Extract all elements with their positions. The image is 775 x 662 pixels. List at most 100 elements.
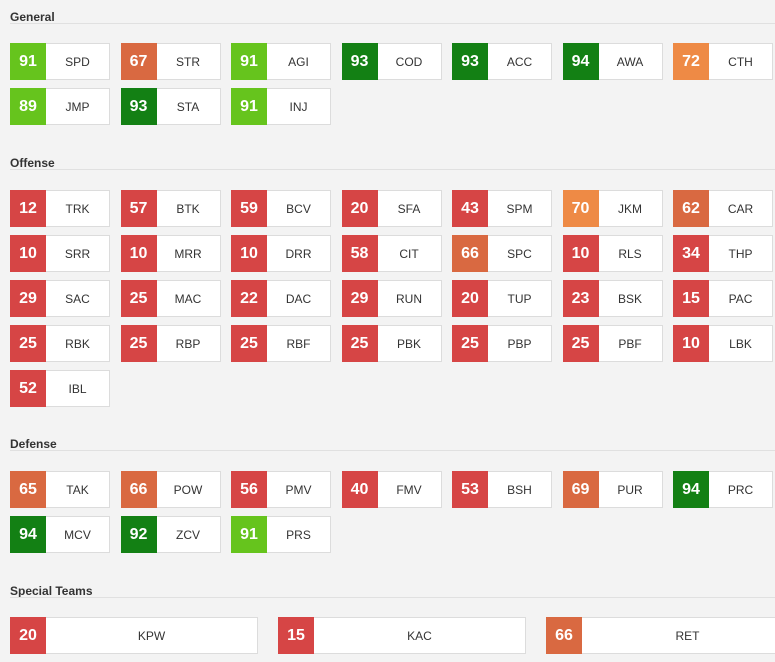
rating-value: 91 bbox=[231, 516, 267, 553]
section-title-general: General bbox=[10, 10, 55, 24]
rating-tile: 12 TRK bbox=[10, 190, 110, 227]
rating-value: 72 bbox=[673, 43, 709, 80]
rating-tile: 10 MRR bbox=[120, 235, 221, 272]
rating-tile: 93 ACC bbox=[452, 43, 552, 80]
rating-label: FMV bbox=[396, 482, 422, 497]
rating-label: PRS bbox=[286, 527, 311, 542]
rating-label: PUR bbox=[617, 482, 643, 497]
rating-value: 15 bbox=[673, 280, 709, 317]
rating-label: CTH bbox=[728, 54, 753, 69]
rating-tile: 93 STA bbox=[120, 88, 221, 125]
rating-tile: 94 AWA bbox=[562, 43, 663, 80]
rating-tile: 25 RBK bbox=[10, 325, 110, 362]
rating-label: RBP bbox=[175, 336, 201, 351]
section-title-offense: Offense bbox=[10, 156, 55, 170]
rating-value: 52 bbox=[10, 370, 46, 407]
rating-label: MCV bbox=[64, 527, 91, 542]
section-divider bbox=[10, 597, 775, 598]
rating-label: BTK bbox=[176, 201, 200, 216]
rating-value: 10 bbox=[231, 235, 267, 272]
rating-tile: 69 PUR bbox=[562, 471, 663, 508]
rating-label: PMV bbox=[285, 482, 312, 497]
rating-value: 56 bbox=[231, 471, 267, 508]
rating-value: 58 bbox=[341, 235, 378, 272]
rating-value: 25 bbox=[10, 325, 46, 362]
rating-label: RLS bbox=[618, 246, 642, 261]
section-divider bbox=[10, 23, 775, 24]
rating-tile: 25 PBP bbox=[452, 325, 552, 362]
rating-tile: 25 PBF bbox=[562, 325, 663, 362]
rating-label: ACC bbox=[506, 54, 533, 69]
rating-value: 20 bbox=[341, 190, 378, 227]
rating-label: MAC bbox=[174, 291, 202, 306]
rating-value: 10 bbox=[10, 235, 46, 272]
rating-value: 66 bbox=[452, 235, 488, 272]
rating-value: 15 bbox=[278, 617, 314, 654]
rating-label: SPC bbox=[507, 246, 532, 261]
rating-tile: 25 PBK bbox=[341, 325, 442, 362]
rating-tile: 72 CTH bbox=[673, 43, 773, 80]
rating-label: LBK bbox=[729, 336, 752, 351]
rating-label: RET bbox=[675, 628, 700, 643]
rating-label: THP bbox=[728, 246, 753, 261]
rating-label: PBP bbox=[507, 336, 532, 351]
rating-tile: 43 SPM bbox=[452, 190, 552, 227]
rating-label: KPW bbox=[137, 628, 166, 643]
rating-label: JMP bbox=[65, 99, 90, 114]
rating-label: CAR bbox=[727, 201, 754, 216]
rating-label: PRC bbox=[727, 482, 754, 497]
rating-tile: 15 PAC bbox=[673, 280, 773, 317]
rating-tile: 91 INJ bbox=[231, 88, 331, 125]
rating-value: 89 bbox=[10, 88, 46, 125]
rating-label: RUN bbox=[396, 291, 422, 306]
section-divider bbox=[10, 169, 775, 170]
rating-label: PBF bbox=[618, 336, 642, 351]
rating-label: JKM bbox=[618, 201, 642, 216]
rating-value: 53 bbox=[452, 471, 488, 508]
rating-tile: 40 FMV bbox=[341, 471, 442, 508]
rating-value: 65 bbox=[10, 471, 46, 508]
rating-label: DRR bbox=[285, 246, 312, 261]
rating-tile: 66 POW bbox=[120, 471, 221, 508]
rating-value: 59 bbox=[231, 190, 267, 227]
rating-label: ZCV bbox=[176, 527, 200, 542]
rating-value: 10 bbox=[562, 235, 599, 272]
rating-value: 67 bbox=[120, 43, 157, 80]
rating-label: COD bbox=[395, 54, 423, 69]
rating-value: 93 bbox=[120, 88, 157, 125]
rating-tile: 34 THP bbox=[673, 235, 773, 272]
rating-value: 69 bbox=[562, 471, 599, 508]
ratings-grid-defense: 65 TAK 66 POW 56 PMV 40 FMV 53 BSH 69 PUR 94 PRC 94 MCV… bbox=[10, 471, 773, 553]
ratings-grid-general: 91 SPD 67 STR 91 AGI 93 COD 93 ACC 94 AWA 72 CTH 89 JMP… bbox=[10, 43, 773, 125]
rating-value: 10 bbox=[673, 325, 709, 362]
rating-label: SPM bbox=[506, 201, 533, 216]
rating-label: AWA bbox=[616, 54, 644, 69]
rating-label: BSH bbox=[507, 482, 532, 497]
rating-tile: 29 SAC bbox=[10, 280, 110, 317]
rating-value: 25 bbox=[120, 280, 157, 317]
rating-tile: 58 CIT bbox=[341, 235, 442, 272]
rating-tile: 22 DAC bbox=[231, 280, 331, 317]
rating-tile: 66 SPC bbox=[452, 235, 552, 272]
rating-label: TUP bbox=[507, 291, 532, 306]
rating-tile: 29 RUN bbox=[341, 280, 442, 317]
rating-value: 93 bbox=[452, 43, 488, 80]
rating-label: RBF bbox=[286, 336, 311, 351]
rating-tile: 20 SFA bbox=[341, 190, 442, 227]
rating-tile: 20 TUP bbox=[452, 280, 552, 317]
rating-value: 94 bbox=[673, 471, 709, 508]
rating-tile: 93 COD bbox=[341, 43, 442, 80]
rating-label: IBL bbox=[68, 381, 87, 396]
rating-value: 92 bbox=[120, 516, 157, 553]
rating-value: 62 bbox=[673, 190, 709, 227]
rating-tile: 92 ZCV bbox=[120, 516, 221, 553]
rating-tile: 94 PRC bbox=[673, 471, 773, 508]
rating-label: POW bbox=[173, 482, 203, 497]
rating-label: SFA bbox=[397, 201, 421, 216]
rating-value: 25 bbox=[120, 325, 157, 362]
rating-value: 40 bbox=[341, 471, 378, 508]
rating-tile: 89 JMP bbox=[10, 88, 110, 125]
rating-tile: 23 BSK bbox=[562, 280, 663, 317]
rating-label: AGI bbox=[288, 54, 309, 69]
rating-label: STR bbox=[176, 54, 200, 69]
